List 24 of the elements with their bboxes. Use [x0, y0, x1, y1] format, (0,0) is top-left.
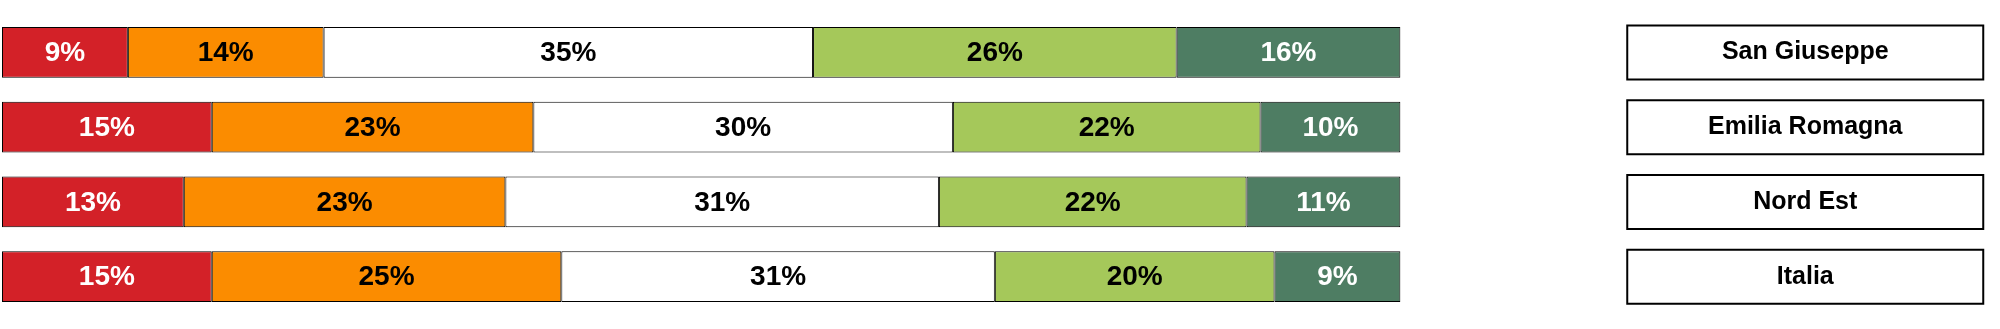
data-label: 30% [715, 110, 772, 142]
data-label: 22% [1078, 110, 1135, 142]
y-tick-label: Italia [1776, 260, 1835, 289]
data-label: 16% [1260, 36, 1317, 68]
data-label: 14% [197, 36, 254, 68]
data-label: 13% [64, 185, 122, 217]
data-label: 9% [44, 36, 86, 68]
data-label: 22% [1064, 185, 1121, 217]
data-label: 31% [750, 260, 807, 292]
data-label: 20% [1106, 260, 1163, 292]
data-label: 11% [1296, 185, 1351, 217]
y-tick-label: Nord Est [1753, 185, 1858, 214]
data-label: 23% [344, 110, 401, 142]
data-label: 25% [358, 260, 415, 292]
data-label: 35% [540, 36, 597, 68]
data-label: 15% [78, 110, 135, 142]
data-label: 23% [316, 185, 373, 217]
data-label: 10% [1302, 110, 1359, 142]
data-label: 31% [694, 185, 751, 217]
y-tick-label: San Giuseppe [1721, 36, 1889, 65]
data-label: 26% [966, 36, 1023, 68]
data-label: 9% [1317, 260, 1358, 292]
data-label: 15% [78, 260, 135, 292]
y-tick-label: Emilia Romagna [1708, 111, 1904, 140]
